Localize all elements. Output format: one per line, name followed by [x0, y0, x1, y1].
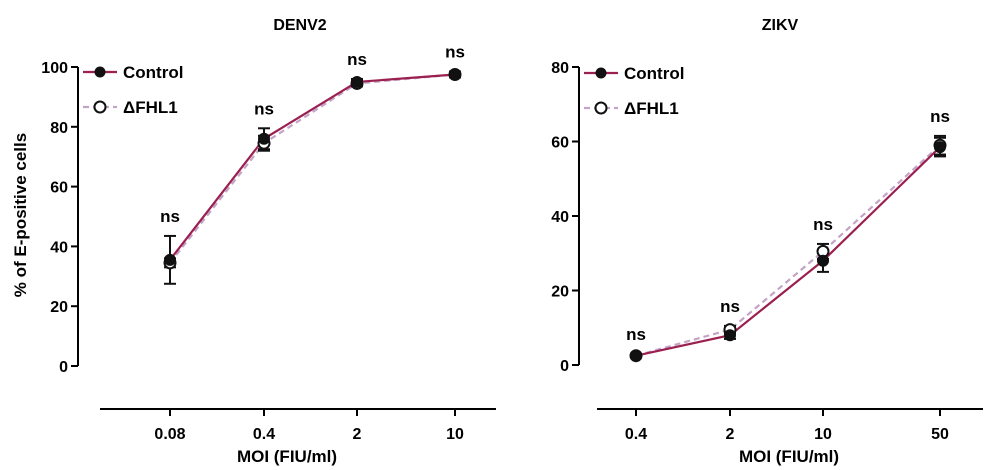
series-line-control — [635, 146, 941, 357]
y-tick-label: 60 — [551, 135, 569, 152]
x-axis-label: MOI (FIU/ml) — [739, 447, 839, 466]
y-tick-label: 60 — [50, 180, 68, 197]
significance-label: ns — [720, 297, 740, 316]
x-tick-label: 10 — [446, 426, 464, 443]
x-tick-label: 0.4 — [253, 426, 275, 443]
data-point-control — [724, 329, 736, 342]
data-point-control — [449, 68, 461, 81]
data-point-control — [630, 349, 642, 362]
x-tick-label: 2 — [726, 426, 735, 443]
significance-label: ns — [930, 107, 950, 126]
significance-label: ns — [160, 207, 180, 226]
y-tick-label: 80 — [551, 60, 569, 77]
data-point-control — [934, 141, 946, 154]
legend-marker — [594, 101, 608, 115]
x-tick-label: 0.4 — [625, 426, 647, 443]
significance-label: ns — [347, 50, 367, 69]
legend-label: Control — [123, 63, 183, 82]
legend-marker — [595, 67, 607, 79]
x-tick-label: 0.08 — [154, 426, 185, 443]
series-line-dfhl1 — [635, 144, 941, 357]
legend-label: ΔFHL1 — [123, 98, 178, 117]
x-tick-label: 2 — [353, 426, 362, 443]
y-tick-label: 20 — [50, 299, 68, 316]
significance-label: ns — [445, 42, 465, 61]
y-tick-label: 40 — [551, 209, 569, 226]
significance-label: ns — [813, 215, 833, 234]
legend-label: Control — [624, 64, 684, 83]
legend-label: ΔFHL1 — [624, 99, 679, 118]
data-point-control — [258, 132, 270, 145]
y-tick-label: 40 — [50, 239, 68, 256]
x-tick-label: 10 — [814, 426, 832, 443]
y-axis-label: % of E-positive cells — [11, 133, 30, 297]
x-axis-label: MOI (FIU/ml) — [237, 447, 337, 466]
legend-marker — [93, 100, 107, 114]
chart-title: ZIKV — [762, 17, 799, 34]
x-tick-label: 50 — [931, 426, 949, 443]
significance-label: ns — [626, 325, 646, 344]
significance-label: ns — [254, 99, 274, 118]
y-tick-label: 100 — [41, 60, 68, 77]
data-point-control — [164, 253, 176, 266]
data-point-control — [817, 254, 829, 267]
y-tick-label: 20 — [551, 284, 569, 301]
y-tick-label: 0 — [59, 359, 68, 376]
chart-title: DENV2 — [273, 17, 326, 34]
series-line-control — [169, 73, 456, 261]
series-line-dfhl1 — [169, 73, 456, 264]
y-tick-label: 0 — [560, 358, 569, 375]
data-point-control — [351, 75, 363, 88]
y-tick-label: 80 — [50, 120, 68, 137]
legend-marker — [94, 66, 106, 78]
